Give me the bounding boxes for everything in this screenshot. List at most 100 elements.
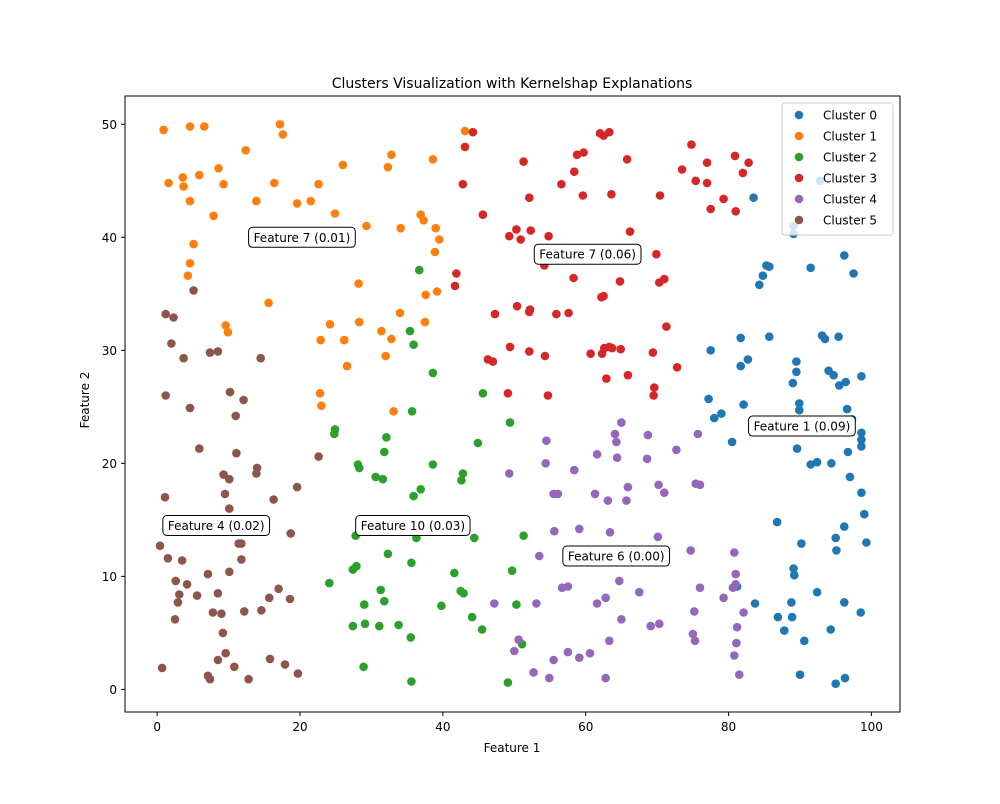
data-point bbox=[649, 391, 658, 400]
data-point bbox=[185, 122, 195, 131]
data-point bbox=[842, 404, 852, 414]
data-point bbox=[744, 158, 753, 167]
annotation-box bbox=[248, 226, 356, 248]
data-point bbox=[677, 165, 687, 174]
data-point bbox=[790, 570, 799, 580]
data-point bbox=[526, 226, 535, 235]
annotation-box bbox=[533, 243, 642, 265]
data-point bbox=[419, 216, 428, 225]
data-point bbox=[835, 381, 844, 390]
annotation-box bbox=[162, 515, 271, 537]
data-point bbox=[849, 269, 858, 278]
data-point bbox=[648, 348, 658, 357]
data-point bbox=[382, 433, 391, 442]
data-point bbox=[623, 482, 633, 492]
data-point bbox=[221, 648, 230, 658]
data-point bbox=[617, 615, 626, 624]
chart-title: Clusters Visualization with Kernelshap E… bbox=[332, 76, 693, 92]
legend-label: Cluster 4 bbox=[823, 193, 877, 207]
data-point bbox=[765, 332, 774, 342]
data-point bbox=[473, 438, 483, 448]
data-point bbox=[563, 582, 573, 591]
data-point bbox=[421, 290, 431, 300]
data-point bbox=[545, 673, 554, 683]
data-point bbox=[672, 445, 681, 455]
data-point bbox=[225, 567, 234, 577]
data-point bbox=[314, 179, 323, 189]
data-point bbox=[237, 539, 246, 548]
series-0 bbox=[704, 153, 871, 688]
annotation-text: Feature 4 (0.02) bbox=[168, 519, 265, 533]
data-point bbox=[490, 309, 500, 319]
data-point bbox=[407, 558, 416, 568]
data-point bbox=[693, 429, 703, 439]
data-point bbox=[516, 235, 525, 244]
data-point bbox=[550, 526, 559, 536]
legend-label: Cluster 2 bbox=[823, 151, 877, 165]
data-point bbox=[269, 495, 278, 504]
data-point bbox=[225, 387, 235, 397]
data-point bbox=[840, 522, 849, 531]
data-point bbox=[377, 326, 386, 336]
data-point bbox=[214, 164, 223, 173]
data-point bbox=[739, 608, 748, 617]
data-point bbox=[205, 674, 215, 684]
data-point bbox=[691, 176, 700, 186]
data-point bbox=[706, 204, 715, 214]
data-point bbox=[387, 334, 396, 344]
data-point bbox=[797, 539, 806, 548]
data-point bbox=[579, 148, 588, 157]
data-point bbox=[407, 677, 416, 686]
data-point bbox=[435, 235, 444, 244]
data-point bbox=[477, 625, 487, 634]
series-1 bbox=[159, 120, 470, 416]
legend-label: Cluster 5 bbox=[823, 214, 877, 228]
data-point bbox=[316, 335, 326, 345]
data-point bbox=[787, 598, 796, 607]
data-point bbox=[478, 210, 488, 219]
data-point bbox=[380, 447, 389, 457]
data-point bbox=[470, 533, 479, 543]
data-point bbox=[597, 349, 607, 359]
data-point bbox=[857, 488, 866, 498]
annotation-text: Feature 1 (0.09) bbox=[754, 420, 851, 434]
data-point bbox=[570, 465, 579, 475]
data-point bbox=[592, 599, 602, 608]
data-point bbox=[617, 418, 626, 427]
y-tick-label: 40 bbox=[102, 231, 117, 245]
data-point bbox=[687, 140, 696, 149]
data-point bbox=[231, 411, 240, 421]
data-point bbox=[739, 400, 748, 409]
data-point bbox=[695, 480, 705, 490]
data-point bbox=[380, 596, 389, 606]
data-point bbox=[317, 401, 326, 411]
data-point bbox=[396, 223, 406, 233]
data-point bbox=[183, 271, 193, 281]
data-point bbox=[330, 209, 340, 218]
data-point bbox=[387, 150, 396, 160]
data-point bbox=[578, 191, 588, 200]
data-point bbox=[458, 469, 468, 478]
y-axis-label: Feature 2 bbox=[78, 372, 92, 429]
data-point bbox=[563, 647, 573, 657]
data-point bbox=[220, 489, 230, 499]
data-point bbox=[512, 600, 521, 609]
series-5 bbox=[155, 286, 323, 684]
data-point bbox=[615, 277, 625, 286]
data-point bbox=[355, 463, 364, 473]
data-point bbox=[643, 430, 653, 440]
data-point bbox=[175, 590, 184, 599]
data-point bbox=[505, 231, 514, 241]
data-point bbox=[622, 155, 632, 164]
data-point bbox=[755, 280, 764, 290]
data-point bbox=[601, 673, 610, 683]
data-point bbox=[223, 327, 233, 337]
data-point bbox=[505, 342, 515, 352]
data-point bbox=[452, 269, 461, 278]
data-point bbox=[655, 191, 665, 200]
data-point bbox=[177, 556, 187, 565]
data-point bbox=[806, 460, 815, 469]
annotation-5: Feature 6 (0.00) bbox=[562, 545, 671, 567]
data-point bbox=[179, 182, 188, 191]
data-point bbox=[213, 589, 223, 598]
